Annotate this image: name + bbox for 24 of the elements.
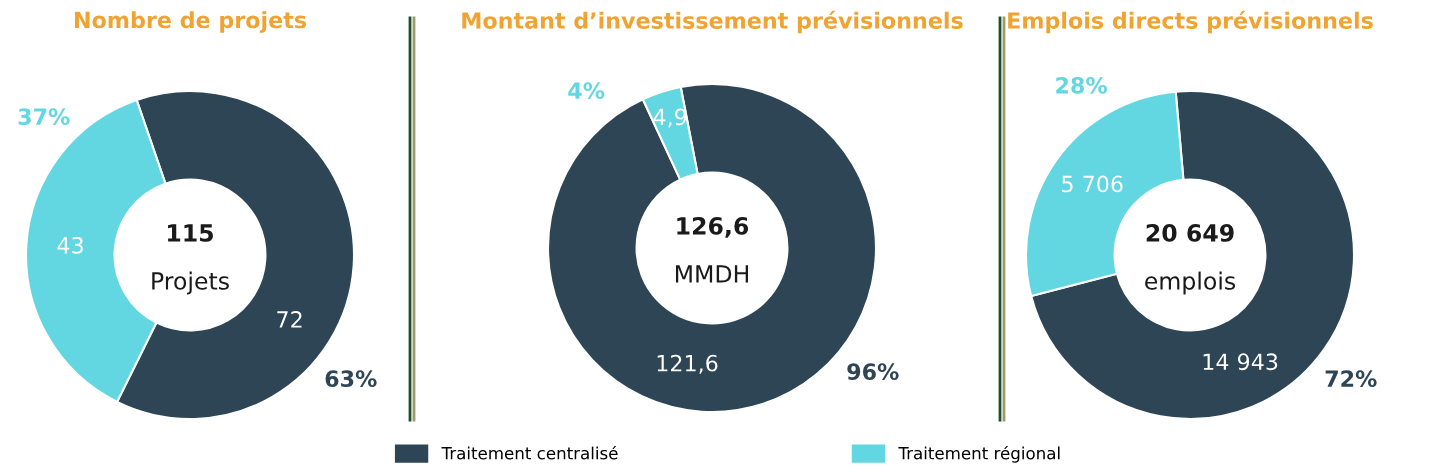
text: 20 649 [1146, 223, 1234, 242]
text: 72% [1325, 370, 1377, 388]
text: 63% [325, 370, 377, 388]
chart-title: Nombre de projets [75, 11, 306, 33]
text: MMDH [675, 265, 749, 283]
legend-label: Traitement centralisé [441, 445, 618, 460]
text: emplois [1145, 271, 1236, 295]
donut-slice [641, 85, 699, 181]
text: 126,6 [677, 216, 749, 238]
text: 96% [847, 363, 899, 381]
text: 4% [568, 82, 605, 100]
chart-title: Emplois directs prévisionnels [1008, 10, 1373, 34]
text: 115 [168, 224, 213, 242]
data-label: 72 [277, 311, 302, 328]
chart-title: Montant d’investissement prévisionnels [462, 10, 963, 34]
data-label: 43 [57, 236, 83, 254]
data-label: 5 706 [1062, 175, 1123, 193]
text: 28% [1056, 76, 1107, 94]
data-label: 4,9 [653, 108, 687, 128]
data-label: 121,6 [657, 354, 718, 374]
text: Projets [152, 271, 229, 295]
data-label: 14 943 [1203, 353, 1278, 371]
text: 37% [18, 108, 70, 126]
legend-label: Traitement régional [898, 445, 1060, 463]
